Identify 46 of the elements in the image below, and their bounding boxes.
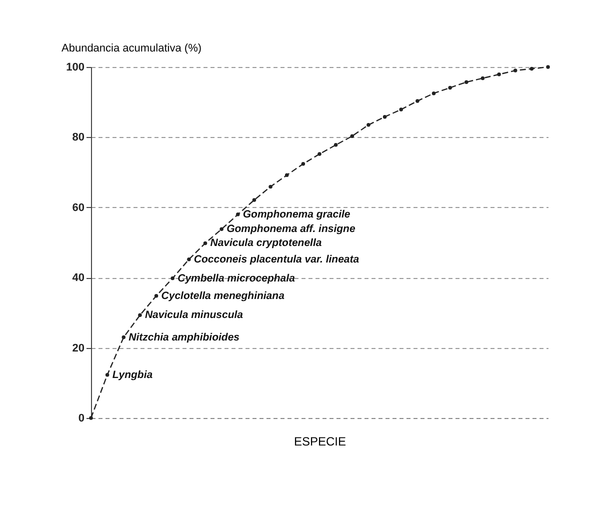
point — [284, 173, 289, 177]
y-tick-label: 20 — [72, 342, 84, 354]
point — [220, 227, 224, 232]
point — [546, 65, 550, 69]
point — [350, 134, 354, 138]
point — [513, 68, 518, 72]
point — [480, 76, 485, 80]
data-label: Cymbella microcephala — [178, 272, 296, 284]
x-axis-title: ESPECIE — [294, 434, 346, 448]
point — [268, 184, 272, 189]
data-label: Lyngbia — [112, 368, 153, 381]
point — [252, 198, 256, 202]
data-label: Cyclotella meneghiniana — [161, 290, 285, 302]
y-tick-label: 0 — [78, 412, 84, 424]
data-label: Navicula cryptotenella — [210, 237, 322, 250]
point — [366, 123, 370, 127]
point — [154, 294, 158, 298]
data-label: Gomphonema gracile — [242, 208, 350, 220]
data-label: Nitzchia amphibioides — [128, 331, 240, 344]
y-tick-label: 40 — [72, 272, 84, 284]
point — [187, 257, 191, 262]
point — [432, 91, 436, 96]
point — [464, 80, 468, 84]
data-label: Navicula minuscula — [144, 309, 244, 322]
point — [382, 114, 387, 119]
y-tick-label: 80 — [72, 132, 84, 144]
point — [122, 335, 126, 340]
point — [170, 276, 174, 280]
point — [236, 212, 240, 216]
y-tick-label: 100 — [66, 62, 84, 74]
point — [203, 241, 208, 246]
y-tick-label: 60 — [72, 202, 84, 214]
point — [399, 108, 403, 112]
data-label: Gomphonema aff. insigne — [226, 223, 356, 236]
point — [301, 162, 306, 166]
y-axis-title: Abundancia acumulativa (%) — [62, 42, 202, 54]
point — [334, 143, 338, 147]
point — [530, 66, 534, 71]
point — [138, 313, 142, 318]
point — [318, 152, 322, 156]
point — [89, 416, 93, 420]
point — [105, 372, 110, 377]
point — [416, 99, 420, 103]
point — [497, 72, 501, 76]
point — [448, 86, 452, 90]
data-label: Cocconeis placentula var. lineata — [194, 253, 360, 266]
